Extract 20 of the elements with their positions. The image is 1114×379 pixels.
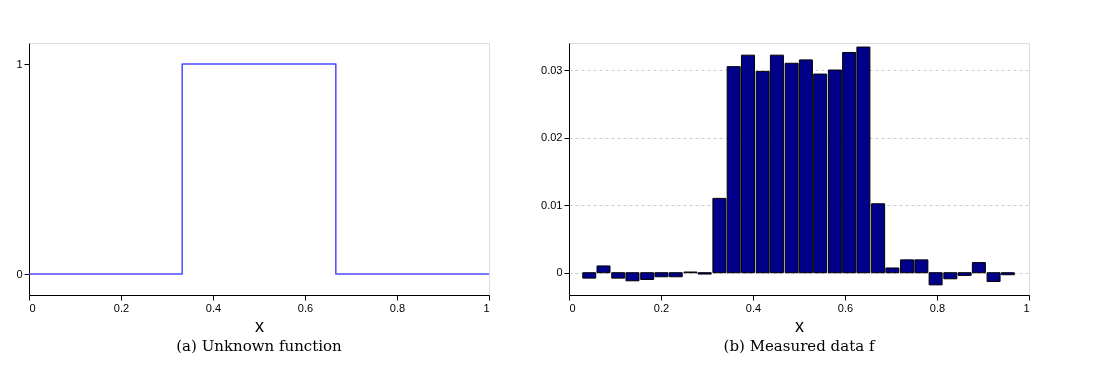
x-tick-label: 0.6 [297, 301, 314, 314]
x-axis-title: x [255, 315, 264, 336]
x-tick-label: 0.8 [389, 301, 406, 314]
x-tick-label: 0 [29, 301, 36, 314]
text: (a) Unknown function [176, 337, 343, 355]
y-tick-label: 0 [556, 266, 563, 279]
y-tick-label: 0.03 [541, 63, 563, 76]
x-axis-title: x [795, 315, 804, 336]
x-tick-label: 0.4 [205, 301, 222, 314]
y-tick-label: 0.01 [541, 198, 563, 211]
x-tick-label: 0.2 [653, 301, 670, 314]
x-tick-label: 0.2 [113, 301, 130, 314]
x-tick-label: 1 [483, 301, 490, 314]
x-tick-label: 0.8 [929, 301, 946, 314]
x-tick-label: 0 [569, 301, 576, 314]
x-tick-label: 0.6 [837, 301, 854, 314]
y-tick-label: 0.02 [541, 131, 563, 144]
x-tick-label: 0.4 [745, 301, 762, 314]
text: (b) Measured data f [723, 337, 876, 355]
x-tick-label: 1 [1023, 301, 1030, 314]
